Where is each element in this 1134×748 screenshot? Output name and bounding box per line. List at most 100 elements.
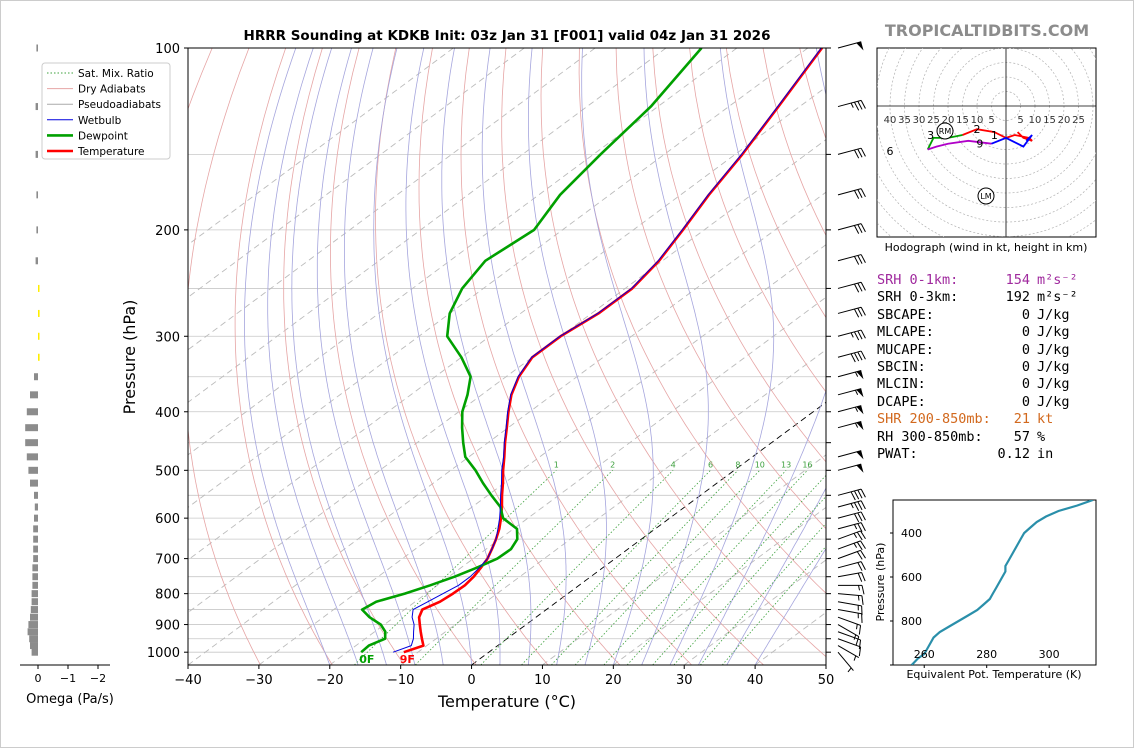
index-unit: % bbox=[1037, 428, 1046, 445]
omega-bar bbox=[26, 453, 38, 461]
index-value: 57 bbox=[1013, 428, 1030, 445]
legend-label: Temperature bbox=[77, 146, 145, 158]
omega-bar bbox=[38, 353, 40, 361]
hodograph-ring-label: 15 bbox=[956, 115, 969, 126]
index-unit: J/kg bbox=[1037, 324, 1070, 341]
isotherm-line bbox=[471, 401, 826, 665]
legend-label: Sat. Mix. Ratio bbox=[78, 68, 154, 80]
barb-full bbox=[853, 331, 860, 341]
isotherm-line bbox=[258, 244, 826, 665]
pseudoadiabat bbox=[291, 48, 387, 665]
omega-bar bbox=[27, 628, 38, 636]
barb-full bbox=[856, 551, 863, 560]
barb-staff bbox=[837, 616, 861, 626]
mixing-ratio-line bbox=[626, 470, 808, 665]
legend-label: Wetbulb bbox=[78, 115, 122, 127]
index-row: MLCAPE: 0 J/kg bbox=[877, 324, 1092, 341]
dry-adiabat bbox=[615, 48, 826, 530]
mixing-ratio-line bbox=[480, 470, 674, 665]
brand-logo-text: TROPICALTIDBITS.COM bbox=[885, 21, 1089, 40]
pseudoadiabat bbox=[669, 48, 775, 665]
barb-staff bbox=[837, 645, 860, 658]
pseudoadiabat bbox=[698, 48, 826, 665]
barb-staff bbox=[837, 631, 861, 641]
hodograph-ring-label: 20 bbox=[1058, 115, 1071, 126]
isotherm-line bbox=[188, 86, 826, 561]
barb-full bbox=[857, 351, 863, 361]
hodograph-height-label: 9 bbox=[976, 138, 983, 151]
barb-full bbox=[857, 512, 863, 522]
hodograph-motion-label: LM bbox=[980, 192, 991, 201]
barb-staff bbox=[837, 350, 862, 358]
barb-full bbox=[858, 639, 862, 650]
barb-full bbox=[861, 572, 866, 582]
mixing-ratio-line bbox=[603, 470, 787, 665]
hodograph-height-label: 6 bbox=[887, 145, 894, 158]
omega-bar bbox=[25, 439, 38, 447]
index-value: 0 bbox=[1021, 306, 1030, 323]
index-label: MLCAPE: bbox=[877, 324, 934, 341]
index-value: 21 bbox=[1013, 411, 1030, 428]
hodograph-ring-label: 5 bbox=[1017, 115, 1023, 126]
index-row: RH 300-850mb: 57% bbox=[877, 429, 1092, 446]
pseudoadiabat bbox=[316, 48, 416, 665]
barb-half bbox=[850, 102, 854, 108]
index-label: SHR 200-850mb: bbox=[877, 411, 991, 428]
theta-e-x-tick-label: 300 bbox=[1039, 648, 1060, 661]
barb-full bbox=[853, 149, 860, 159]
barb-full bbox=[853, 513, 860, 523]
pseudoadiabat bbox=[754, 547, 826, 665]
barb-staff bbox=[837, 609, 862, 615]
barb-staff bbox=[837, 188, 862, 196]
pseudoadiabat bbox=[267, 48, 359, 665]
dry-adiabat bbox=[652, 48, 826, 463]
pseudoadiabat bbox=[405, 48, 501, 665]
omega-bar bbox=[35, 257, 38, 265]
theta-e-y-tick-label: 800 bbox=[901, 615, 922, 628]
barb-staff bbox=[837, 370, 862, 378]
index-unit: m²s⁻² bbox=[1037, 272, 1078, 288]
dry-adiabat bbox=[418, 48, 621, 665]
barb-half bbox=[858, 585, 860, 591]
barb-staff bbox=[837, 549, 861, 560]
hodograph-ring-label: 25 bbox=[1072, 115, 1085, 126]
y-tick-label: 100 bbox=[155, 42, 180, 57]
index-label: MLCIN: bbox=[877, 376, 926, 393]
omega-bar bbox=[30, 642, 38, 650]
mixing-ratio-line bbox=[521, 470, 711, 665]
x-tick-label: −40 bbox=[174, 673, 201, 688]
omega-bar bbox=[28, 466, 38, 474]
omega-bar bbox=[31, 598, 38, 606]
x-axis-label: Temperature (°C) bbox=[437, 692, 576, 711]
pseudoadiabat bbox=[373, 48, 472, 665]
index-unit: J/kg bbox=[1037, 341, 1070, 358]
omega-bar bbox=[25, 424, 38, 432]
wind-barbs bbox=[837, 41, 866, 673]
barb-staff bbox=[837, 651, 854, 671]
y-tick-label: 300 bbox=[155, 330, 180, 345]
barb-staff bbox=[837, 405, 862, 413]
index-label: DCAPE: bbox=[877, 393, 926, 410]
barb-staff bbox=[837, 522, 862, 530]
index-unit: kt bbox=[1037, 411, 1054, 428]
index-label: SBCIN: bbox=[877, 359, 926, 375]
theta-e-y-tick-label: 600 bbox=[901, 571, 922, 584]
theta-e-frame bbox=[892, 499, 1097, 666]
omega-bar bbox=[30, 613, 38, 621]
mixing-ratio-label: 8 bbox=[735, 460, 740, 469]
omega-bar bbox=[33, 525, 38, 533]
barb-full bbox=[853, 283, 860, 293]
hodograph-motion-circle bbox=[936, 122, 954, 140]
barb-staff bbox=[837, 147, 862, 155]
barb-staff bbox=[837, 601, 862, 607]
index-unit: m²s⁻² bbox=[1037, 289, 1078, 306]
barb-full bbox=[861, 585, 865, 595]
omega-panel: 0 −1 −2 bbox=[20, 44, 110, 685]
barb-full bbox=[857, 489, 863, 499]
omega-tick-label: −1 bbox=[60, 672, 76, 685]
barb-full bbox=[853, 256, 860, 265]
barb-flag bbox=[856, 370, 864, 380]
hodograph-trace bbox=[962, 128, 1033, 142]
omega-bar bbox=[26, 408, 38, 416]
